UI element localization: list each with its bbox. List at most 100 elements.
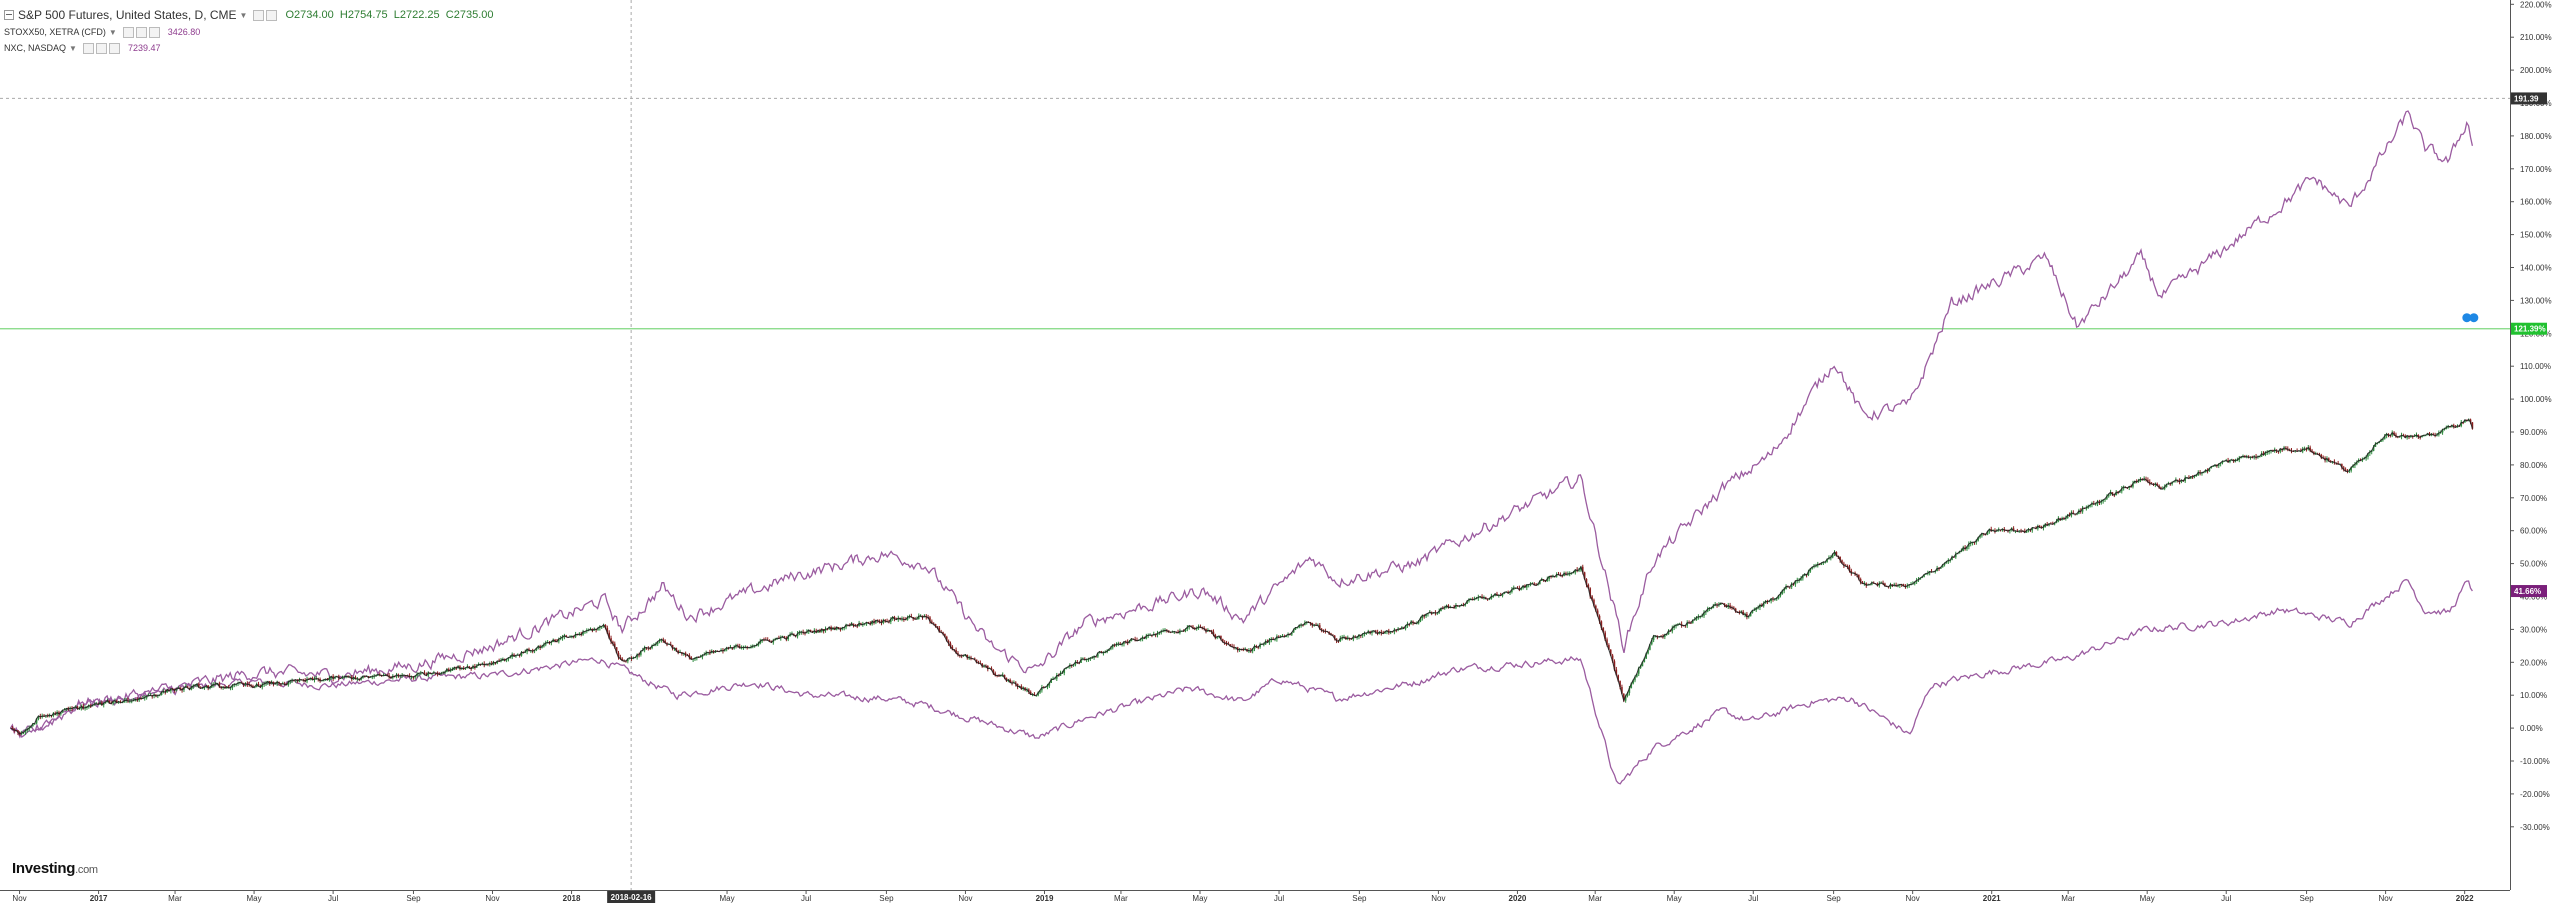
candle-body [423, 672, 426, 675]
candle-body [1440, 608, 1442, 612]
candle-body [1520, 588, 1523, 590]
remove-icon[interactable] [108, 42, 120, 54]
candle-body [1339, 638, 1342, 642]
logo-text: Investing [12, 860, 76, 877]
event-marker-icon[interactable] [2469, 313, 2479, 323]
chevron-down-icon[interactable]: ▼ [239, 10, 248, 20]
candle-body [88, 705, 90, 708]
candle-body [255, 684, 258, 687]
candle-body [102, 703, 105, 705]
candle-body [1419, 617, 1422, 622]
y-tick-label: 220.00% [2520, 0, 2552, 9]
candle-body [582, 631, 584, 635]
main-series-title[interactable]: S&P 500 Futures, United States, D, CME [18, 8, 237, 22]
candle-body [539, 646, 541, 648]
y-tick-label: 10.00% [2520, 691, 2547, 700]
candle-body [957, 652, 959, 655]
visibility-icon[interactable] [253, 9, 265, 21]
candle-body [1108, 649, 1110, 651]
candle-body [1645, 653, 1647, 659]
candle-body [1285, 635, 1288, 637]
candle-body [1706, 608, 1709, 612]
candle-body [2452, 425, 2455, 427]
candle-body [2404, 435, 2407, 438]
candle-body [1361, 633, 1364, 636]
candle-body [1276, 636, 1278, 640]
candle-body [1593, 599, 1595, 606]
candle-body [1417, 621, 1420, 624]
y-tick-label: 150.00% [2520, 231, 2552, 240]
settings-icon[interactable] [266, 9, 278, 21]
candle-body [457, 666, 459, 669]
candle-body [1902, 584, 1905, 587]
compare-series-name[interactable]: NXC, NASDAQ [4, 43, 67, 53]
candle-body [768, 640, 771, 642]
candle-body [1468, 599, 1470, 602]
x-tick-label: Nov [1906, 894, 1920, 903]
event-marker-icon[interactable] [2462, 313, 2472, 323]
candle-body [2193, 475, 2196, 477]
compare-series-row-stoxx[interactable]: STOXX50, XETRA (CFD) ▼ 3426.80 [4, 24, 494, 40]
candle-body [2342, 467, 2345, 470]
settings-icon[interactable] [95, 42, 107, 54]
candle-body [608, 632, 610, 639]
candle-body [817, 630, 819, 633]
candle-body [2217, 464, 2220, 466]
candle-body [1671, 628, 1674, 632]
candle-body [776, 638, 778, 640]
x-tick-label: May [2140, 894, 2155, 903]
candle-body [1800, 578, 1802, 581]
candle-body [1130, 638, 1133, 642]
candle-body [705, 652, 707, 655]
candle-body [621, 658, 624, 661]
settings-icon[interactable] [135, 26, 147, 38]
candle-body [1613, 661, 1616, 670]
candle-body [2102, 499, 2104, 502]
candle-body [2395, 434, 2397, 437]
candle-body [52, 713, 55, 716]
candle-body [710, 651, 713, 654]
candle-body [1650, 639, 1653, 645]
candle-body [813, 630, 816, 633]
candle-body [666, 642, 668, 645]
x-tick-label: Nov [485, 894, 499, 903]
spx-last-price-badge [2511, 322, 2547, 335]
compare-series-row-nxc[interactable]: NXC, NASDAQ ▼ 7239.47 [4, 40, 494, 56]
chevron-down-icon[interactable]: ▼ [108, 27, 117, 37]
compare-series-value: 7239.47 [127, 43, 161, 53]
candle-body [337, 676, 340, 678]
chevron-down-icon[interactable]: ▼ [69, 43, 77, 53]
candle-body [1843, 563, 1845, 566]
candle-body [1928, 571, 1931, 574]
candle-body [929, 617, 931, 622]
main-series-row[interactable]: S&P 500 Futures, United States, D, CME ▼… [4, 6, 494, 24]
candle-body [2165, 484, 2168, 488]
candle-body [617, 652, 620, 658]
candle-body [1358, 635, 1360, 638]
candle-body [990, 668, 993, 670]
compare-series-name[interactable]: STOXX50, XETRA (CFD) [4, 27, 106, 37]
candle-body [761, 639, 763, 642]
candle-body [2374, 443, 2377, 447]
candle-body [1048, 682, 1051, 686]
collapse-icon[interactable] [4, 10, 14, 20]
remove-icon[interactable] [148, 26, 160, 38]
y-tick-label: 170.00% [2520, 165, 2552, 174]
candle-body [1966, 546, 1968, 549]
candle-body [2301, 449, 2304, 452]
candle-body [574, 634, 577, 637]
candle-body [1041, 687, 1043, 691]
candle-body [1630, 683, 1633, 689]
visibility-icon[interactable] [82, 42, 94, 54]
x-tick-label: 2020 [1509, 894, 1527, 903]
y-tick-label: 90.00% [2520, 428, 2547, 437]
candle-body [1622, 693, 1625, 701]
candle-body [2061, 518, 2063, 520]
candle-body [1378, 632, 1381, 634]
visibility-icon[interactable] [122, 26, 134, 38]
candle-body [2417, 435, 2420, 438]
candle-body [821, 629, 823, 632]
candle-body [1703, 612, 1705, 616]
